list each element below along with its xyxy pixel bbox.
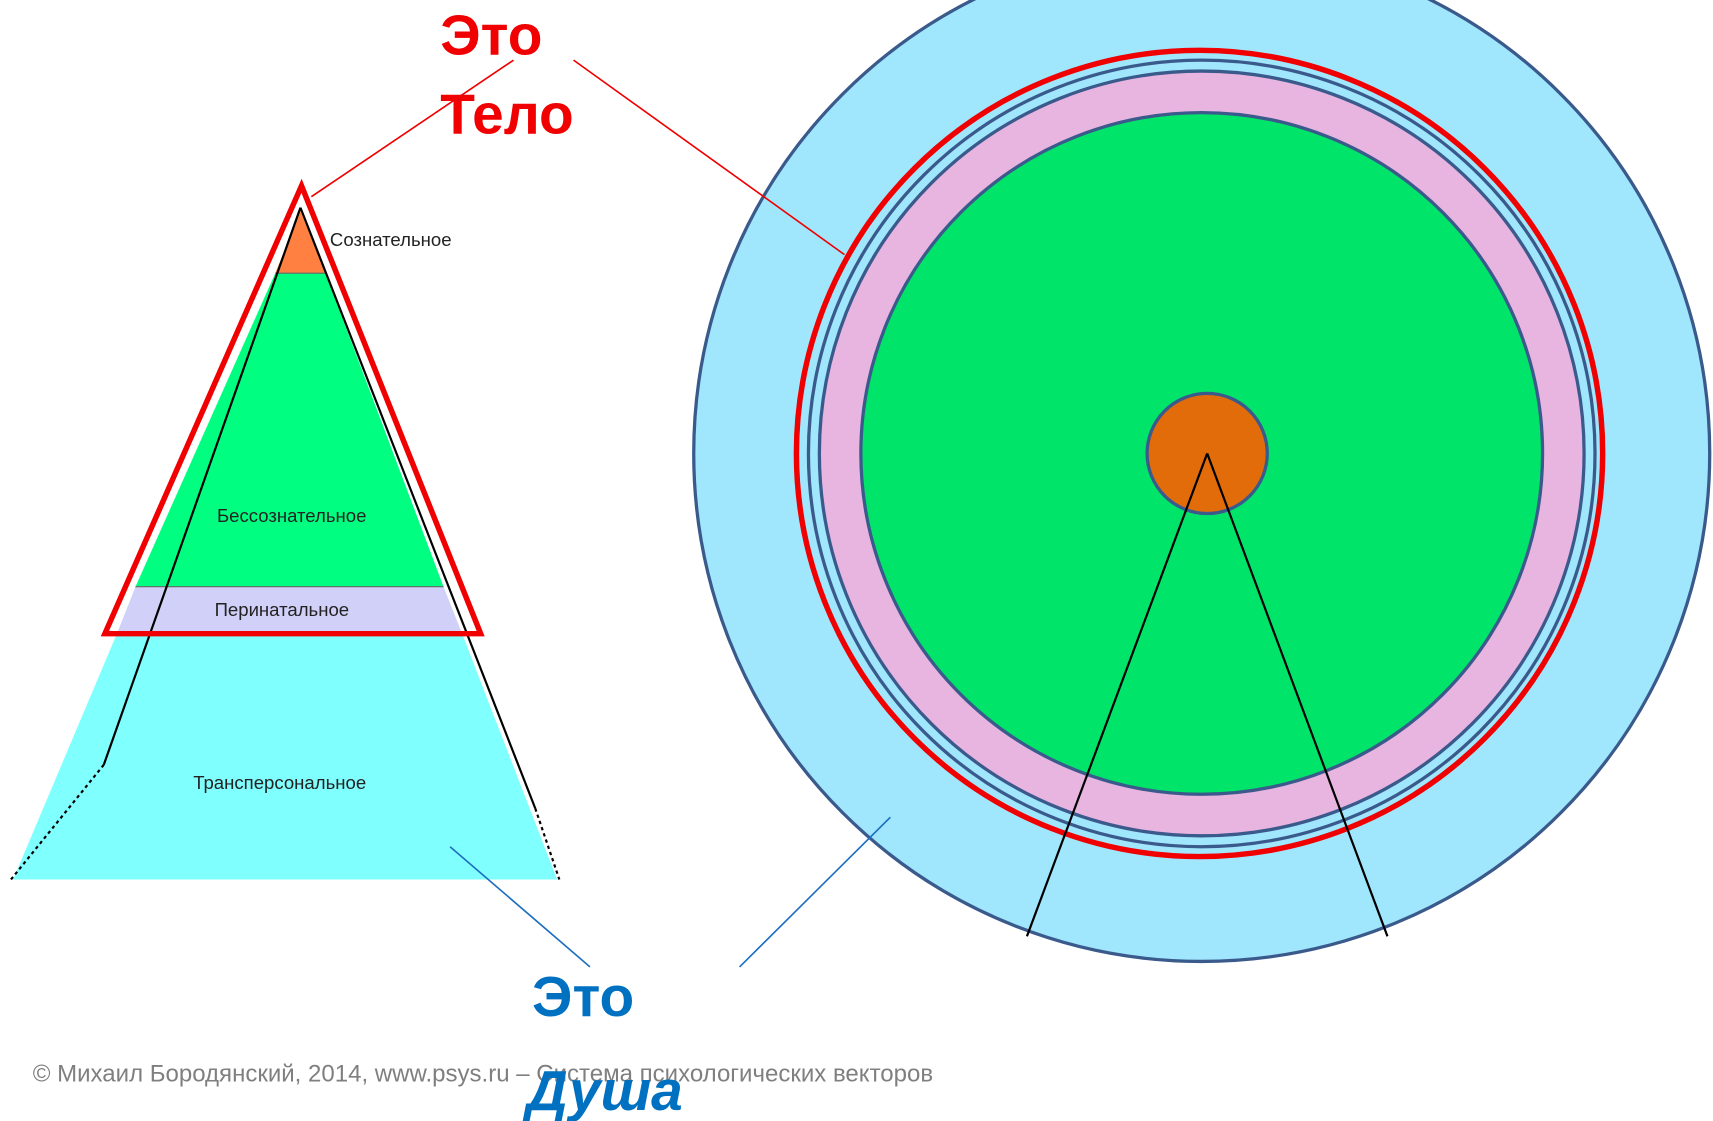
pyramid-edge xyxy=(102,207,302,766)
sector-line xyxy=(1206,453,1389,937)
pointer-line xyxy=(310,59,514,198)
pointer-line xyxy=(449,846,591,968)
pyramid-edge-dashed xyxy=(10,764,105,881)
layer-label: Перинатальное xyxy=(215,599,350,620)
soul-label: Это xyxy=(532,966,634,1029)
transpersonal-layer xyxy=(13,633,558,880)
layer-label: Бессознательное xyxy=(217,505,366,526)
pointer-line xyxy=(573,59,845,256)
conscious-layer xyxy=(275,210,326,274)
pointer-line xyxy=(739,816,891,968)
body-label: Это xyxy=(440,5,542,68)
red-triangle xyxy=(100,178,485,637)
red-circle xyxy=(793,47,1606,860)
layer-label: Сознательное xyxy=(330,229,452,250)
perinatal-layer xyxy=(116,586,463,634)
sector-line xyxy=(1025,453,1209,937)
pyramid: Сознательное Бессознательное Перинатальн… xyxy=(10,178,561,881)
body-label: Тело xyxy=(440,83,573,146)
unconscious-layer xyxy=(135,273,444,587)
footer: © Михаил Бородянский, 2014, www.psys.ru … xyxy=(33,1061,933,1088)
layer-label: Трансперсональное xyxy=(193,772,366,793)
soul-label: Душа xyxy=(522,1060,683,1121)
circle-model xyxy=(692,0,1712,963)
pyramid-edge xyxy=(299,207,537,809)
